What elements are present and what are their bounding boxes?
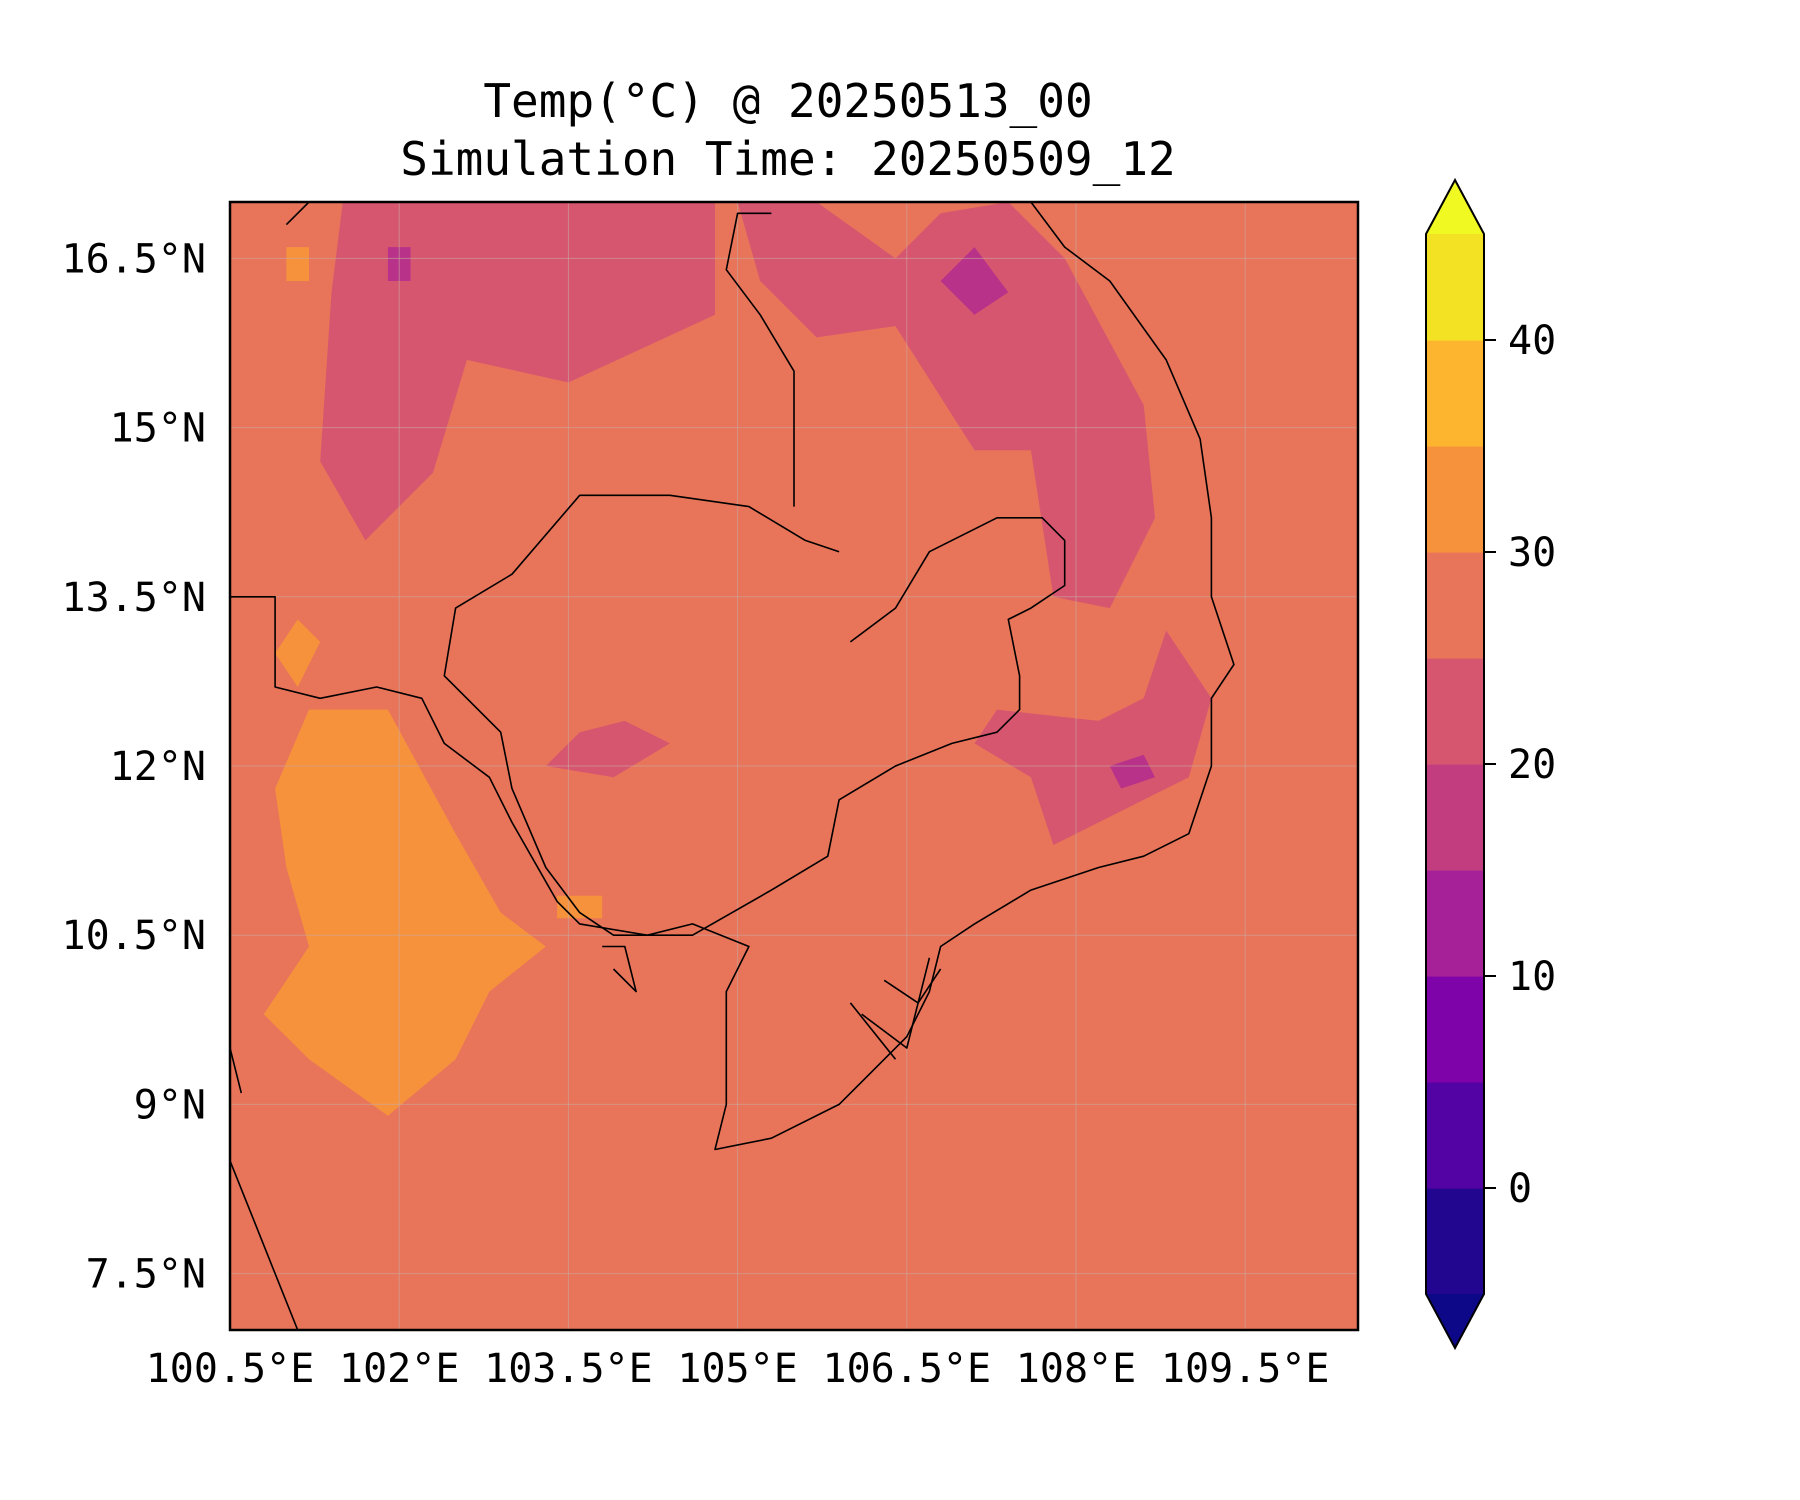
colorbar-segment: [1426, 234, 1484, 341]
contour-region-15-20: [940, 247, 1009, 315]
map-title-line1: Temp(°C) @ 20250513_00: [483, 74, 1093, 128]
colorbar-segment: [1426, 1082, 1484, 1189]
coastline: [230, 1160, 299, 1330]
colorbar-segment: [1426, 764, 1484, 871]
lon-tick-label: 100.5°E: [146, 1346, 315, 1392]
coastline: [602, 945, 637, 993]
contour-region-20-25: [545, 720, 670, 778]
colorbar-tick-label: 40: [1508, 318, 1556, 364]
coastline: [230, 202, 1235, 1151]
lat-tick-label: 7.5°N: [86, 1252, 206, 1298]
lon-tick-label: 108°E: [1016, 1346, 1136, 1392]
coastline: [230, 1047, 243, 1094]
map-title-line2: Simulation Time: 20250509_12: [400, 132, 1176, 186]
contour-region-30-35: [286, 247, 309, 281]
colorbar-tick-label: 30: [1508, 530, 1556, 576]
coastline: [849, 1002, 897, 1060]
graticule: [230, 202, 1358, 1330]
coastlines-borders: [230, 202, 1235, 1330]
colorbar-under-extension: [1426, 1294, 1484, 1348]
colorbar-over-extension: [1426, 180, 1484, 234]
lat-tick-label: 16.5°N: [62, 236, 207, 282]
contour-region-20-25: [320, 202, 715, 541]
colorbar-segment: [1426, 340, 1484, 447]
coastline: [285, 202, 310, 226]
colorbar-segment: [1426, 446, 1484, 553]
lon-tick-label: 103.5°E: [484, 1346, 653, 1392]
contour-region-20-25: [974, 630, 1212, 845]
lon-tick-label: 106.5°E: [823, 1346, 992, 1392]
lat-tick-label: 9°N: [134, 1082, 206, 1128]
contour-region-30-35: [275, 619, 321, 687]
coastline: [883, 968, 942, 1004]
lon-tick-label: 109.5°E: [1161, 1346, 1330, 1392]
longitude-ticks: 100.5°E 102°E 103.5°E 105°E 106.5°E 108°E 109.…: [146, 1346, 1330, 1392]
coastline: [443, 494, 1066, 937]
colorbar-segment: [1426, 976, 1484, 1083]
lat-tick-label: 12°N: [110, 744, 206, 790]
coastline: [725, 212, 795, 507]
lon-tick-label: 105°E: [677, 1346, 797, 1392]
temperature-contours: [263, 202, 1212, 1116]
latitude-ticks: 16.5°N 15°N 13.5°N 12°N 10.5°N 9°N 7.5°N: [62, 236, 207, 1297]
colorbar-tick-label: 10: [1508, 954, 1556, 1000]
lon-tick-label: 102°E: [339, 1346, 459, 1392]
colorbar-segment: [1426, 658, 1484, 765]
lat-tick-label: 13.5°N: [62, 575, 207, 621]
map-frame: [228, 200, 1360, 1332]
colorbar-segment: [1426, 1188, 1484, 1295]
contour-region-20-25: [737, 202, 1155, 609]
lat-tick-label: 10.5°N: [62, 913, 207, 959]
colorbar-segment: [1426, 870, 1484, 977]
colorbar-segment: [1426, 552, 1484, 659]
colorbar-tick-label: 0: [1508, 1166, 1532, 1212]
contour-region-15-20: [1109, 754, 1155, 789]
coastline: [861, 957, 931, 1049]
lat-tick-label: 15°N: [110, 406, 206, 452]
colorbar-outline: [1425, 177, 1485, 1351]
contour-region-30-35: [263, 709, 546, 1116]
colorbar-tick-label: 20: [1508, 742, 1556, 788]
